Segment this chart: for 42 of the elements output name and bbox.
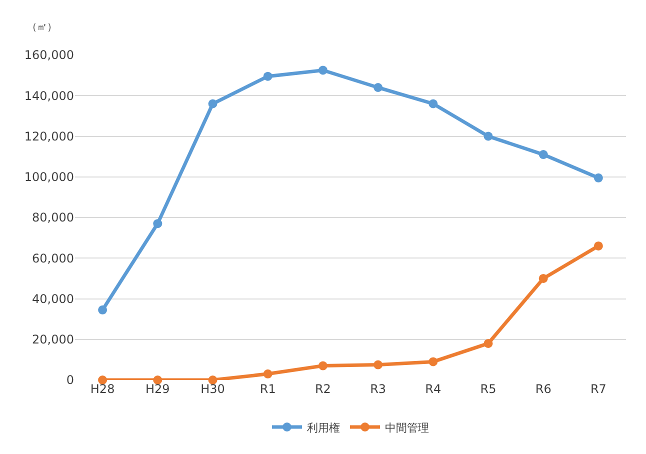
x-tick-label: R7	[590, 382, 606, 396]
x-tick-label: H29	[146, 382, 170, 396]
y-tick-label: 140,000	[24, 88, 74, 103]
point	[428, 99, 438, 108]
y-tick-label: 80,000	[32, 210, 74, 225]
point	[208, 99, 218, 108]
x-tick-label: R6	[535, 382, 552, 396]
point	[318, 66, 328, 75]
x-tick-label: R5	[480, 382, 496, 396]
point	[208, 376, 218, 384]
point	[594, 241, 603, 250]
point	[153, 376, 162, 384]
x-tick-label: H28	[90, 382, 115, 396]
x-tick-label: H30	[200, 382, 225, 396]
y-tick-label: 20,000	[32, 332, 74, 347]
y-tick-label: 40,000	[32, 292, 74, 306]
point	[263, 369, 272, 378]
point	[538, 150, 548, 160]
x-tick-label: R3	[370, 382, 386, 396]
x-tick-label: R4	[425, 382, 442, 396]
point	[263, 72, 272, 81]
y-tick-label: 0	[66, 373, 74, 388]
legend-label: 利用権	[307, 421, 340, 434]
y-axis-title: （㎡）	[27, 22, 57, 33]
point	[538, 274, 548, 283]
point	[374, 360, 383, 370]
point	[318, 361, 328, 370]
point	[98, 376, 108, 384]
point	[374, 83, 383, 92]
point	[484, 132, 493, 141]
point	[153, 219, 162, 228]
point	[98, 305, 108, 314]
x-tick-label: R2	[314, 382, 331, 396]
legend-label: 中間管理	[385, 421, 429, 434]
y-tick-label: 120,000	[24, 129, 74, 144]
point	[428, 357, 438, 366]
y-tick-label: 160,000	[24, 48, 74, 62]
y-tick-label: 60,000	[32, 251, 74, 266]
y-tick-label: 100,000	[24, 170, 74, 184]
point	[594, 173, 603, 182]
x-tick-label: R1	[260, 382, 276, 396]
point	[484, 338, 493, 348]
